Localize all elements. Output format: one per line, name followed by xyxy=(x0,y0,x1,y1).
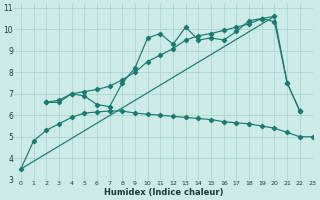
X-axis label: Humidex (Indice chaleur): Humidex (Indice chaleur) xyxy=(104,188,223,197)
